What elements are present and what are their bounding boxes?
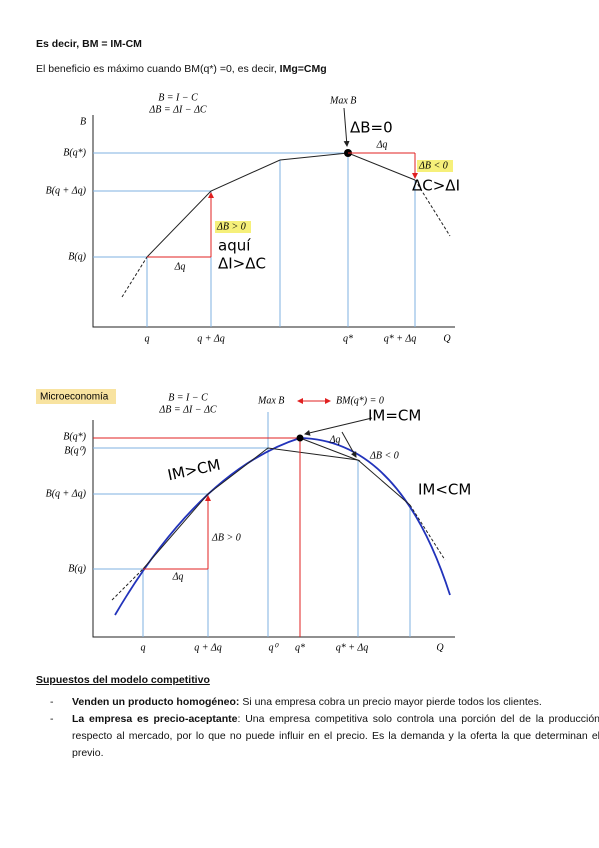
assumption-text: Si una empresa cobra un precio mayor pie… (239, 696, 542, 708)
x-label: q* + Δq (384, 333, 417, 344)
assumption-text: : Una empresa competitiva solo controla … (72, 713, 599, 759)
x-label: q⁰ (268, 642, 279, 653)
assumption: Venden un producto homogéneo: Si una emp… (50, 694, 599, 711)
chords (142, 447, 411, 570)
handwriting: IM>CM (166, 456, 222, 485)
y-label: B(q) (68, 251, 86, 262)
diagram-2-labels: B = I − C ΔB = ΔI − ΔC Max B BM(q*) = 0 … (46, 392, 472, 653)
intro: El beneficio es máximo cuando BM(q*) =0,… (36, 63, 327, 75)
highlight (215, 221, 251, 233)
x-label: q* (295, 642, 305, 653)
max-point (296, 434, 304, 442)
heading: Es decir, BM = IM-CM (36, 38, 142, 50)
x-label: Q (436, 642, 444, 653)
handwriting: IM=CM (368, 407, 421, 425)
diagrams: B = I − C ΔB = ΔI − ΔC B Max B B(q*) B(q… (36, 92, 472, 653)
curve (146, 152, 416, 258)
assumption: La empresa es precio-aceptante: Una empr… (50, 711, 599, 762)
x-label: q + Δq (197, 333, 225, 344)
formula: B = I − C (158, 92, 198, 103)
y-label: B(q⁰) (64, 445, 86, 456)
handwriting: aquí (218, 237, 251, 255)
guides (93, 412, 411, 637)
handwriting: IM<CM (418, 481, 471, 499)
arrow (341, 431, 357, 458)
x-label: q* (343, 333, 353, 344)
curve-ext (414, 179, 451, 237)
y-label: B(q*) (63, 147, 86, 158)
delta-label: ΔB > 0 (211, 532, 241, 543)
label: BM(q*) = 0 (336, 395, 384, 406)
tag-bg (36, 389, 116, 404)
arrow (304, 417, 373, 436)
tag: Microeconomía (40, 392, 109, 403)
axis-label: B (80, 116, 86, 127)
assumption-bold: La empresa es precio-aceptante (72, 713, 238, 725)
label: Max B (329, 95, 356, 106)
axes (92, 420, 455, 638)
deltas (147, 152, 418, 258)
x-label: q (141, 642, 146, 653)
delta-label: ΔB < 0 (418, 160, 448, 171)
x-label: q* + Δq (336, 642, 369, 653)
assumption-bold: Venden un producto homogéneo: (72, 696, 240, 708)
diagram-1 (92, 107, 455, 328)
deltas (93, 398, 331, 637)
diagram-1-labels: B = I − C ΔB = ΔI − ΔC B Max B B(q*) B(q… (46, 92, 460, 344)
curve (114, 437, 451, 616)
label: Max B (257, 395, 284, 406)
axes (92, 115, 455, 328)
diagram-2 (92, 398, 455, 638)
handwriting: ΔC>ΔI (412, 177, 460, 195)
y-label: B(q + Δq) (46, 488, 87, 499)
y-label: B(q*) (63, 431, 86, 442)
chord-ext (111, 568, 144, 601)
delta-label: Δq (172, 571, 184, 582)
delta-label: ΔB < 0 (369, 450, 399, 461)
intro-text: El beneficio es máximo cuando BM(q*) =0,… (36, 63, 280, 75)
chord-ext (409, 504, 446, 561)
chord (299, 437, 361, 462)
delta-label: ΔB > 0 (216, 221, 246, 232)
x-label: q + Δq (194, 642, 222, 653)
curve-ext (121, 256, 148, 298)
handwriting: ΔB=0 (350, 119, 393, 137)
formula: B = I − C (168, 392, 208, 403)
handwriting: ΔI>ΔC (218, 255, 266, 273)
highlight (417, 160, 453, 172)
delta-label: Δq (376, 139, 388, 150)
guides (93, 152, 416, 327)
assumptions: Venden un producto homogéneo: Si una emp… (36, 694, 599, 762)
max-arrow (343, 107, 350, 147)
y-label: B(q + Δq) (46, 185, 87, 196)
delta-label: Δq (174, 261, 186, 272)
intro-bold: IMg=CMg (279, 63, 327, 75)
x-label: q (145, 333, 150, 344)
formula: ΔB = ΔI − ΔC (148, 104, 207, 115)
formula: ΔB = ΔI − ΔC (158, 404, 217, 415)
y-label: B(q) (68, 563, 86, 574)
x-label: Q (443, 333, 451, 344)
delta-label: Δq (329, 434, 341, 445)
section-title: Supuestos del modelo competitivo (36, 674, 210, 686)
